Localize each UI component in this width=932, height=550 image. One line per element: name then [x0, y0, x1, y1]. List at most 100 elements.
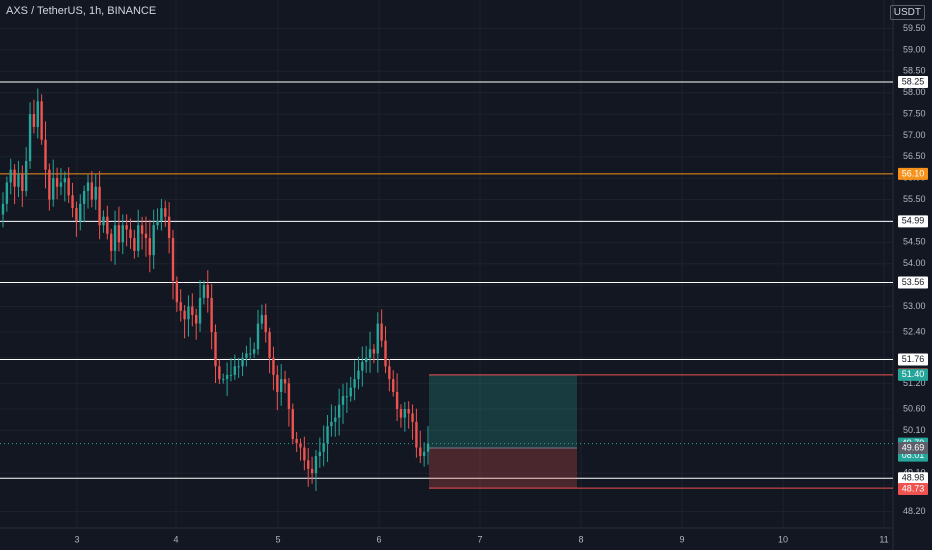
y-tick-label: 59.00: [903, 44, 926, 54]
candle-body: [276, 374, 279, 392]
candle-body: [44, 139, 47, 170]
level-badge-bg: [898, 353, 928, 366]
candle-body: [411, 413, 414, 422]
y-tick-label: 59.50: [903, 23, 926, 33]
currency-label[interactable]: USDT: [889, 5, 925, 20]
candle-body: [63, 178, 67, 183]
x-tick-label: 6: [376, 534, 381, 544]
candle-body: [353, 379, 356, 388]
candle-body: [299, 443, 302, 448]
candle-body: [345, 396, 349, 398]
candle-body: [48, 169, 51, 200]
candle-body: [399, 409, 403, 418]
candle-body: [322, 443, 325, 452]
candle-body: [349, 387, 352, 397]
x-tick-label: 7: [477, 534, 482, 544]
candle-body: [249, 353, 252, 355]
candle-body: [133, 238, 136, 251]
candle-body: [164, 208, 167, 217]
candle-body: [198, 297, 202, 324]
candle-body: [245, 353, 248, 358]
y-tick-label: 58.00: [903, 87, 926, 97]
entry-badge: 49.69: [902, 442, 925, 452]
candle-body: [179, 302, 182, 311]
candle-body: [36, 101, 39, 127]
candle-body: [148, 238, 152, 256]
candle-body: [268, 332, 271, 358]
candle-body: [222, 379, 225, 381]
candle-body: [5, 182, 9, 204]
candle-body: [295, 438, 298, 444]
candle-body: [40, 101, 43, 140]
candle-body: [90, 182, 94, 200]
profit-zone: [429, 374, 577, 448]
entry-badge-bg: [898, 441, 928, 454]
symbol-title: AXS / TetherUS, 1h, BINANCE: [6, 5, 157, 17]
candle-body: [106, 216, 109, 234]
y-tick-label: 55.50: [903, 194, 926, 204]
candle-body: [121, 225, 124, 243]
candle-body: [303, 447, 306, 461]
x-tick-label: 11: [879, 534, 888, 544]
price-badge-bg: [898, 368, 928, 381]
candle-body: [372, 349, 376, 354]
candle-body: [264, 314, 267, 333]
candle-body: [171, 238, 175, 281]
candle-body: [256, 323, 260, 350]
candle-body: [52, 178, 55, 200]
candle-body: [225, 374, 229, 380]
candle-body: [357, 370, 360, 380]
candle-body: [17, 173, 20, 187]
candle-body: [79, 203, 82, 221]
candle-body: [426, 443, 430, 452]
candle-body: [241, 357, 244, 367]
level-badge-bg: [898, 167, 928, 180]
level-badge-bg: [898, 215, 928, 228]
candle-body: [98, 186, 101, 226]
candle-body: [160, 208, 163, 221]
candle-body: [384, 340, 387, 367]
y-tick-label: 56.50: [903, 151, 926, 161]
candle-body: [237, 366, 240, 368]
x-tick-label: 5: [275, 534, 280, 544]
candle-body: [140, 225, 144, 234]
y-tick-label: 50.10: [903, 425, 926, 435]
level-badge: 51.76: [902, 354, 925, 364]
candle-body: [24, 161, 28, 192]
price-badge: 51.40: [902, 369, 925, 379]
candle-body: [137, 225, 140, 251]
candle-body: [102, 216, 105, 226]
candle-body: [364, 357, 368, 363]
level-badge: 54.99: [902, 216, 925, 226]
candle-body: [287, 383, 291, 410]
candle-body: [283, 379, 287, 384]
price-badge: 48.73: [902, 483, 925, 493]
candle-body: [330, 421, 333, 427]
y-tick-label: 54.00: [903, 258, 926, 268]
candle-body: [210, 297, 213, 333]
candle-body: [310, 468, 314, 474]
candle-body: [21, 173, 24, 192]
x-tick-label: 10: [778, 534, 788, 544]
candle-body: [32, 114, 36, 127]
candle-body: [71, 195, 74, 209]
candle-body: [392, 379, 395, 392]
level-badge: 58.25: [902, 76, 925, 86]
candle-body: [291, 409, 294, 439]
candle-body: [233, 366, 237, 375]
candle-body: [113, 225, 117, 251]
candle-body: [156, 220, 159, 226]
candle-body: [214, 332, 217, 367]
level-badge: 56.10: [902, 168, 925, 178]
x-tick-label: 4: [173, 534, 178, 544]
candle-body: [67, 178, 70, 196]
candle-body: [272, 357, 275, 375]
candle-body: [218, 366, 221, 380]
candle-body: [183, 310, 186, 320]
candle-body: [75, 208, 78, 221]
candle-body: [415, 421, 418, 448]
candle-body: [117, 225, 121, 243]
